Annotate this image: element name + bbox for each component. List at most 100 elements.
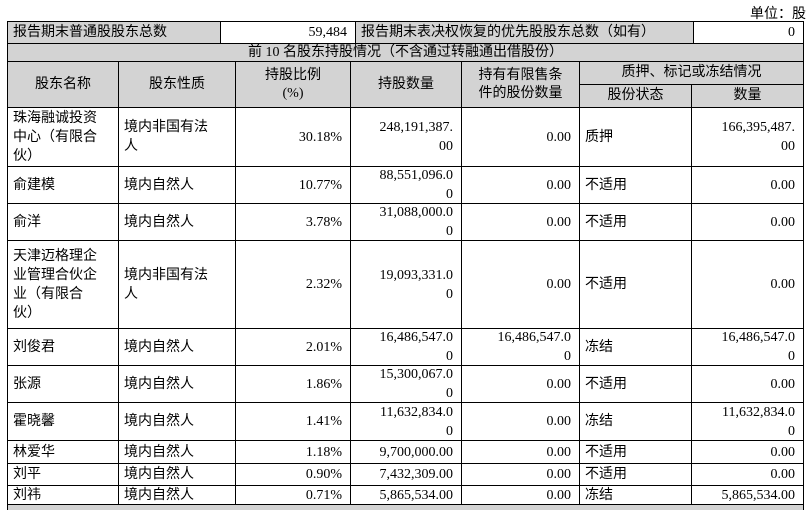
ratio-cell: 1.86% (236, 366, 351, 403)
next-section-strip (8, 505, 804, 510)
nature-cell: 境内自然人 (119, 441, 236, 464)
summary-row: 报告期末普通股股东总数 59,484 报告期末表决权恢复的优先股股东总数（如有）… (8, 22, 804, 44)
shares-cell: 9,700,000.00 (351, 441, 462, 464)
section-title: 前 10 名股东持股情况（不含通过转融通出借股份） (8, 44, 804, 62)
nature-cell: 境内自然人 (119, 486, 236, 505)
table-row: 珠海融诚投资 中心（有限合 伙） 境内非国有法 人 30.18% 248,191… (8, 108, 804, 167)
shares-cell: 11,632,834.0 0 (351, 403, 462, 441)
status-cell: 不适用 (580, 204, 692, 241)
table-row: 俞洋 境内自然人 3.78% 31,088,000.0 0 0.00 不适用 0… (8, 204, 804, 241)
restricted-cell: 0.00 (462, 204, 580, 241)
header-share-status: 股份状态 (580, 85, 692, 108)
amount-cell: 0.00 (692, 204, 804, 241)
restricted-cell: 0.00 (462, 241, 580, 329)
table-row: 俞建模 境内自然人 10.77% 88,551,096.0 0 0.00 不适用… (8, 167, 804, 204)
status-cell: 冻结 (580, 329, 692, 366)
restricted-cell: 0.00 (462, 403, 580, 441)
status-cell: 不适用 (580, 241, 692, 329)
amount-cell: 0.00 (692, 441, 804, 464)
shareholder-name-cell: 林爱华 (8, 441, 119, 464)
amount-cell: 0.00 (692, 366, 804, 403)
amount-cell: 16,486,547.0 0 (692, 329, 804, 366)
amount-cell: 0.00 (692, 241, 804, 329)
shares-cell: 16,486,547.0 0 (351, 329, 462, 366)
ratio-cell: 0.71% (236, 486, 351, 505)
shareholder-name-cell: 刘俊君 (8, 329, 119, 366)
ratio-cell: 0.90% (236, 464, 351, 486)
shares-cell: 15,300,067.0 0 (351, 366, 462, 403)
header-pledge-title: 质押、标记或冻结情况 (580, 62, 804, 85)
preferred-shareholders-value: 0 (694, 22, 804, 44)
table-row: 刘祎 境内自然人 0.71% 5,865,534.00 0.00 冻结 5,86… (8, 486, 804, 505)
nature-cell: 境内自然人 (119, 464, 236, 486)
nature-cell: 境内自然人 (119, 366, 236, 403)
shareholder-name-cell: 刘祎 (8, 486, 119, 505)
status-cell: 不适用 (580, 464, 692, 486)
ratio-cell: 2.01% (236, 329, 351, 366)
preferred-shareholders-label: 报告期末表决权恢复的优先股股东总数（如有） (356, 22, 694, 44)
shares-cell: 88,551,096.0 0 (351, 167, 462, 204)
restricted-cell: 0.00 (462, 464, 580, 486)
ratio-cell: 3.78% (236, 204, 351, 241)
header-shareholder-nature: 股东性质 (119, 62, 236, 108)
amount-cell: 166,395,487. 00 (692, 108, 804, 167)
table-header: 股东名称 股东性质 持股比例 (%) 持股数量 持有有限售条 件的股份数量 质押… (8, 62, 804, 108)
shares-cell: 5,865,534.00 (351, 486, 462, 505)
nature-cell: 境内自然人 (119, 403, 236, 441)
ordinary-shareholders-value: 59,484 (221, 22, 356, 44)
restricted-cell: 0.00 (462, 108, 580, 167)
status-cell: 不适用 (580, 366, 692, 403)
nature-cell: 境内自然人 (119, 329, 236, 366)
amount-cell: 0.00 (692, 464, 804, 486)
shareholder-name-cell: 张源 (8, 366, 119, 403)
status-cell: 冻结 (580, 403, 692, 441)
shares-cell: 19,093,331.0 0 (351, 241, 462, 329)
shareholder-name-cell: 刘平 (8, 464, 119, 486)
nature-cell: 境内非国有法 人 (119, 241, 236, 329)
shares-cell: 248,191,387. 00 (351, 108, 462, 167)
section-title-row: 前 10 名股东持股情况（不含通过转融通出借股份） (8, 44, 804, 62)
shareholder-name-cell: 霍晓馨 (8, 403, 119, 441)
nature-cell: 境内自然人 (119, 167, 236, 204)
status-cell: 冻结 (580, 486, 692, 505)
header-shares-held: 持股数量 (351, 62, 462, 108)
table-row: 霍晓馨 境内自然人 1.41% 11,632,834.0 0 0.00 冻结 1… (8, 403, 804, 441)
restricted-cell: 0.00 (462, 441, 580, 464)
shareholder-name-cell: 俞建模 (8, 167, 119, 204)
header-shareholder-name: 股东名称 (8, 62, 119, 108)
header-pledge-amount: 数量 (692, 85, 804, 108)
nature-cell: 境内非国有法 人 (119, 108, 236, 167)
header-holding-ratio: 持股比例 (%) (236, 62, 351, 108)
restricted-cell: 0.00 (462, 167, 580, 204)
ordinary-shareholders-label: 报告期末普通股股东总数 (8, 22, 221, 44)
table-row: 刘俊君 境内自然人 2.01% 16,486,547.0 0 16,486,54… (8, 329, 804, 366)
ratio-cell: 1.41% (236, 403, 351, 441)
status-cell: 不适用 (580, 167, 692, 204)
shares-cell: 31,088,000.0 0 (351, 204, 462, 241)
status-cell: 质押 (580, 108, 692, 167)
shareholders-table: 报告期末普通股股东总数 59,484 报告期末表决权恢复的优先股股东总数（如有）… (7, 21, 804, 510)
nature-cell: 境内自然人 (119, 204, 236, 241)
shareholder-name-cell: 俞洋 (8, 204, 119, 241)
table-row: 林爱华 境内自然人 1.18% 9,700,000.00 0.00 不适用 0.… (8, 441, 804, 464)
header-restricted-shares: 持有有限售条 件的股份数量 (462, 62, 580, 108)
restricted-cell: 0.00 (462, 486, 580, 505)
unit-label: 单位：股 (750, 7, 806, 22)
table-row: 天津迈格理企 业管理合伙企 业（有限合 伙） 境内非国有法 人 2.32% 19… (8, 241, 804, 329)
ratio-cell: 2.32% (236, 241, 351, 329)
shareholder-name-cell: 珠海融诚投资 中心（有限合 伙） (8, 108, 119, 167)
amount-cell: 0.00 (692, 167, 804, 204)
amount-cell: 11,632,834.0 0 (692, 403, 804, 441)
shares-cell: 7,432,309.00 (351, 464, 462, 486)
header-pledge-subrow: 股份状态 数量 (580, 85, 804, 108)
amount-cell: 5,865,534.00 (692, 486, 804, 505)
status-cell: 不适用 (580, 441, 692, 464)
table-row: 刘平 境内自然人 0.90% 7,432,309.00 0.00 不适用 0.0… (8, 464, 804, 486)
restricted-cell: 16,486,547.0 0 (462, 329, 580, 366)
ratio-cell: 10.77% (236, 167, 351, 204)
header-pledge-group: 质押、标记或冻结情况 股份状态 数量 (580, 62, 804, 108)
shareholder-name-cell: 天津迈格理企 业管理合伙企 业（有限合 伙） (8, 241, 119, 329)
ratio-cell: 30.18% (236, 108, 351, 167)
restricted-cell: 0.00 (462, 366, 580, 403)
table-row: 张源 境内自然人 1.86% 15,300,067.0 0 0.00 不适用 0… (8, 366, 804, 403)
